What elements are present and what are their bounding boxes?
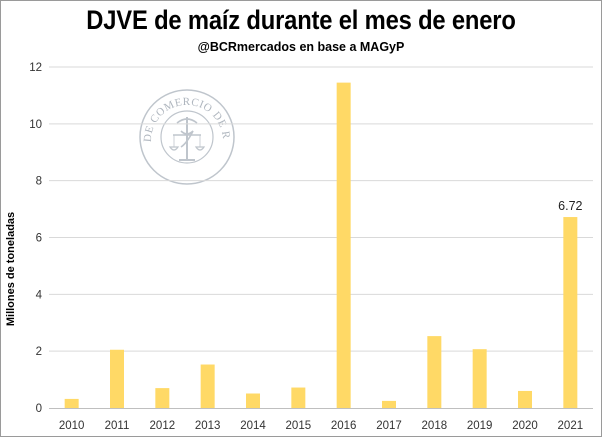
bar-2020 (518, 390, 532, 408)
bar-2018 (427, 336, 442, 408)
bar-2014 (246, 393, 260, 408)
bar-2013 (200, 364, 215, 408)
bar-2016 (336, 82, 351, 409)
x-tick-label: 2014 (240, 420, 266, 432)
seal-logo: BOLSA DE COMERCIO DE ROSARIO (137, 87, 235, 185)
bar-2017 (382, 400, 396, 408)
bar-2010 (64, 398, 79, 408)
y-tick-label: 4 (36, 289, 43, 301)
chart-title: DJVE de maíz durante el mes de enero (86, 5, 516, 35)
bar-2015 (291, 387, 306, 408)
x-tick-label: 2012 (150, 420, 176, 432)
bar-2021 (563, 217, 578, 408)
y-tick-label: 0 (36, 403, 42, 415)
y-tick-label: 10 (29, 119, 42, 131)
x-tick-label: 2018 (422, 420, 448, 432)
x-tick-label: 2015 (286, 420, 312, 432)
bar-2012 (155, 388, 170, 408)
y-tick-label: 6 (36, 233, 42, 245)
bar-2019 (472, 349, 487, 408)
x-tick-label: 2020 (512, 420, 538, 432)
chart-subtitle: @BCRmercados en base a MAGyP (197, 40, 405, 54)
x-tick-label: 2016 (331, 420, 357, 432)
x-tick-label: 2013 (195, 420, 221, 432)
x-tick-label: 2017 (376, 420, 402, 432)
x-tick-label: 2021 (558, 420, 584, 432)
y-tick-label: 8 (36, 176, 42, 188)
x-tick-label: 2011 (105, 420, 130, 432)
x-tick-label: 2010 (59, 420, 85, 432)
y-tick-label: 12 (29, 62, 42, 74)
bar-2011 (110, 349, 124, 408)
data-label-2021: 6.72 (558, 199, 582, 213)
y-tick-label: 2 (36, 346, 42, 358)
x-tick-label: 2019 (467, 420, 493, 432)
